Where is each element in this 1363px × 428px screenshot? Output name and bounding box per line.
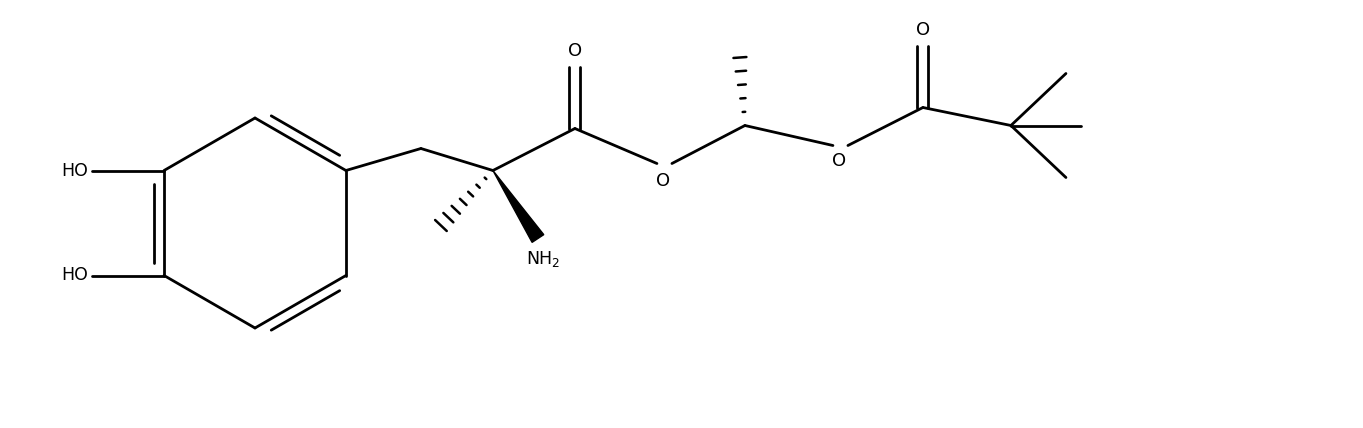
Text: NH$_2$: NH$_2$ bbox=[526, 249, 560, 268]
Text: HO: HO bbox=[61, 161, 89, 179]
Text: O: O bbox=[656, 172, 671, 190]
Text: O: O bbox=[831, 152, 846, 169]
Text: O: O bbox=[568, 42, 582, 59]
Polygon shape bbox=[493, 170, 544, 242]
Text: HO: HO bbox=[61, 267, 89, 285]
Text: O: O bbox=[916, 21, 930, 39]
